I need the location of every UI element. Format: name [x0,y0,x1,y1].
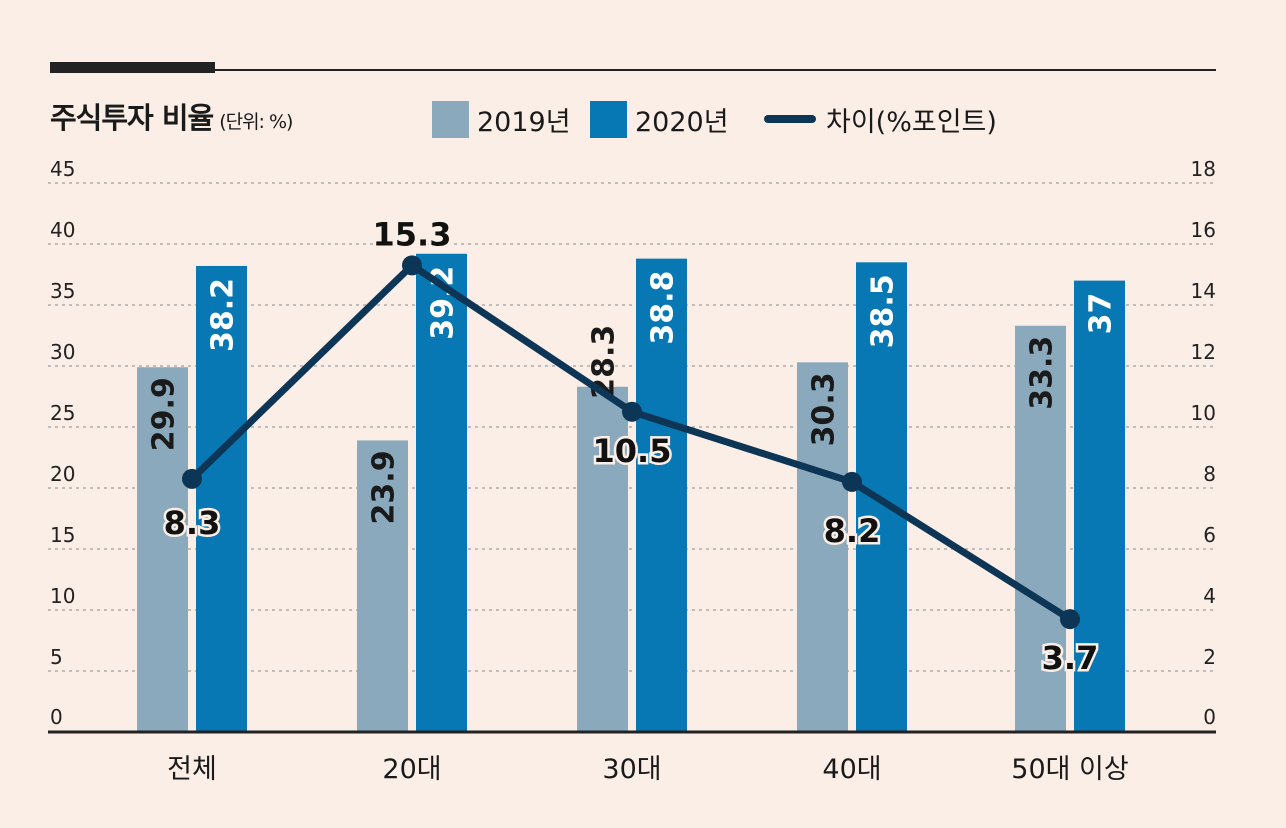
legend-label-diff: 차이(%포인트) [826,106,997,138]
bar-2019 [1015,325,1066,732]
y-left-tick-label: 30 [50,340,75,364]
diff-value-label: 8.3 [164,504,221,542]
diff-value-label: 3.7 [1042,639,1099,677]
legend-item-2020: 2020년 [590,100,729,138]
diff-point [402,255,422,276]
y-right-tick-label: 6 [1203,523,1216,547]
y-left-tick-label: 40 [50,218,75,242]
diff-value-label: 8.2 [824,512,881,550]
bar-2019-value-label: 29.9 [147,377,182,451]
diff-point [842,471,862,492]
bar-2019 [357,440,408,732]
bar-2020-value-label: 37 [1084,293,1119,335]
legend-item-2019: 2019년 [432,100,571,138]
y-left-tick-label: 35 [50,279,75,303]
bar-2020-value-label: 38.8 [646,271,681,345]
y-right-tick-label: 8 [1203,462,1216,486]
bar-2019-value-label: 23.9 [367,450,402,524]
y-left-tick-label: 25 [50,401,75,425]
y-right-tick-label: 16 [1191,218,1216,242]
y-right-tick-label: 10 [1191,401,1216,425]
y-right-tick-label: 0 [1203,705,1216,729]
legend-label-2020: 2020년 [635,106,729,138]
y-right-tick-label: 4 [1203,584,1216,608]
bar-2019 [577,386,628,732]
y-left-tick-label: 10 [50,584,75,608]
legend-item-diff: 차이(%포인트) [764,100,997,138]
bar-2020 [636,258,687,732]
bar-2020-value-label: 38.2 [206,278,241,352]
bar-2020 [1074,280,1125,732]
bar-2020 [416,253,467,732]
diff-value-label: 10.5 [593,432,672,470]
chart-title-text: 주식투자 비율 [50,101,214,135]
chart-title: 주식투자 비율 (단위: %) [50,95,293,137]
bar-2019 [137,367,188,732]
x-category-label: 전체 [167,754,217,785]
legend-swatch-2019 [432,100,469,138]
legend-label-2019: 2019년 [477,106,571,138]
x-category-label: 40대 [822,754,881,785]
y-left-tick-label: 15 [50,523,75,547]
x-category-label: 50대 이상 [1011,754,1128,785]
y-right-tick-label: 12 [1191,340,1216,364]
bar-2019-value-label: 33.3 [1025,336,1060,410]
diff-point [622,401,642,422]
bar-2020-value-label: 38.5 [866,274,901,348]
bar-2019 [797,362,848,732]
diff-point [182,468,202,489]
chart-unit: (단위: %) [219,111,293,133]
top-rule [50,69,1216,71]
bar-2019-value-label: 30.3 [807,372,842,446]
legend-line-diff [764,115,816,123]
top-rule-accent [50,62,215,73]
diff-point [1060,609,1080,630]
legend-swatch-2020 [590,100,627,138]
x-category-label: 20대 [382,754,441,785]
y-left-tick-label: 5 [50,645,63,669]
y-right-tick-label: 14 [1191,279,1216,303]
y-left-tick-label: 20 [50,462,75,486]
diff-value-label: 15.3 [373,215,452,253]
y-right-tick-label: 18 [1191,157,1216,181]
bar-2020 [196,265,247,732]
y-left-tick-label: 0 [50,705,63,729]
x-category-label: 30대 [602,754,661,785]
y-left-tick-label: 45 [50,157,75,181]
y-right-tick-label: 2 [1203,645,1216,669]
